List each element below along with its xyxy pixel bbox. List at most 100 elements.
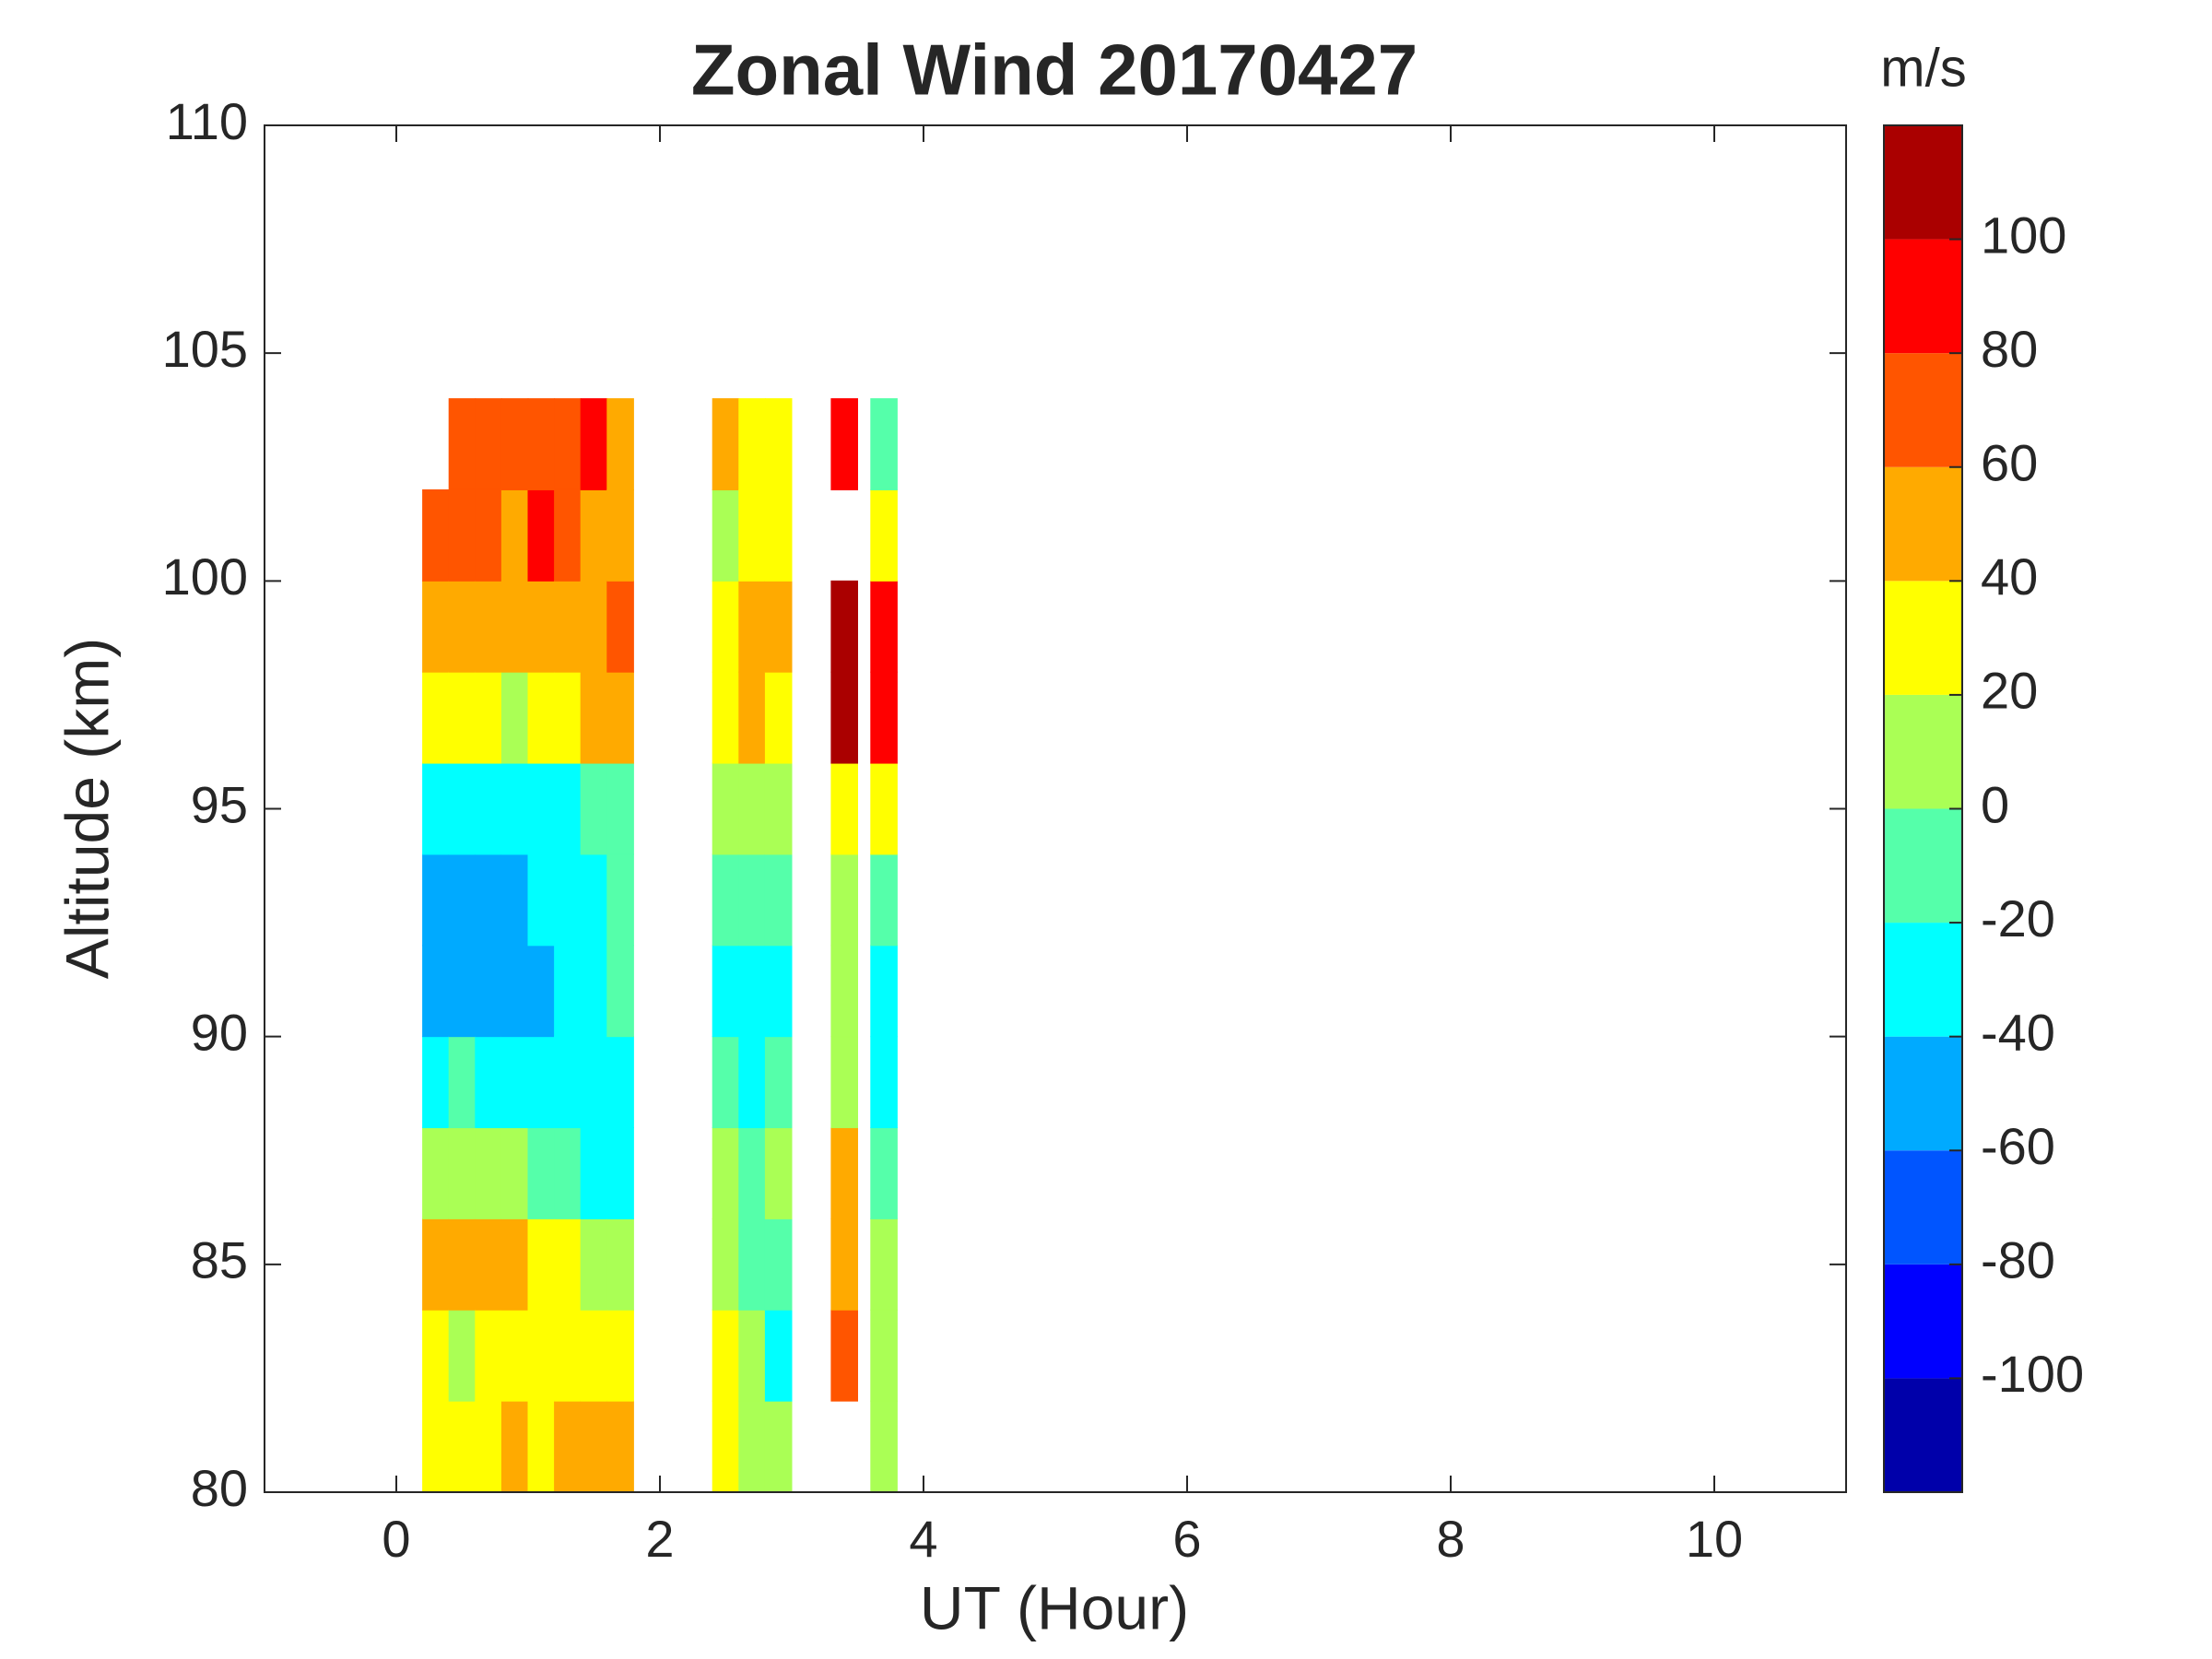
contour-cell — [764, 488, 793, 582]
contour-cell — [422, 945, 450, 1038]
colorbar-tick-label: 20 — [1981, 662, 2038, 720]
contour-cell — [448, 1036, 477, 1129]
contour-cell — [606, 1309, 634, 1402]
contour-cell — [870, 1309, 898, 1402]
contour-cell — [606, 1218, 634, 1311]
contour-cell — [738, 1218, 766, 1311]
y-tick-label: 105 — [162, 320, 248, 378]
x-tick-label: 4 — [909, 1510, 937, 1568]
contour-cell — [527, 1309, 556, 1402]
contour-cell — [580, 1036, 608, 1129]
contour-cell — [422, 1218, 450, 1311]
contour-cell — [606, 1036, 634, 1129]
contour-cell — [606, 853, 634, 947]
contour-cell — [712, 762, 740, 855]
contour-cell — [554, 488, 582, 582]
colorbar-swatch — [1884, 694, 1962, 809]
contour-cell — [580, 945, 608, 1038]
y-tick-label: 85 — [191, 1231, 248, 1289]
contour-cell — [738, 762, 766, 855]
contour-cell — [475, 945, 502, 1038]
contour-cell — [870, 671, 898, 764]
colorbar-swatch — [1884, 353, 1962, 467]
colorbar-tick-label: -100 — [1981, 1345, 2084, 1403]
contour-cell — [422, 762, 450, 855]
colorbar-swatch — [1884, 1150, 1962, 1265]
contour-cell — [554, 398, 582, 490]
contour-cell — [606, 762, 634, 855]
contour-cell — [830, 1036, 859, 1129]
y-tick-label: 100 — [162, 547, 248, 606]
colorbar-swatch — [1884, 1036, 1962, 1151]
contour-cell — [712, 1400, 740, 1493]
contour-cell — [738, 853, 766, 947]
colorbar-swatch — [1884, 808, 1962, 924]
contour-cell — [422, 1127, 450, 1219]
contour-cell — [580, 1127, 608, 1219]
contour-cell — [580, 398, 608, 490]
contour-cell — [580, 1309, 608, 1402]
contour-cell — [527, 1127, 556, 1219]
x-tick-label: 8 — [1436, 1510, 1465, 1568]
colorbar-swatch — [1884, 239, 1962, 354]
contour-cell — [738, 580, 766, 673]
contour-cell — [500, 945, 529, 1038]
contour-cell — [870, 1036, 898, 1129]
contour-cell — [500, 762, 529, 855]
colorbar-label: m/s — [1880, 38, 1966, 98]
x-tick-label: 2 — [645, 1510, 674, 1568]
contour-cell — [500, 1218, 529, 1311]
contour-cell — [738, 1127, 766, 1219]
x-axis-label: UT (Hour) — [920, 1573, 1189, 1641]
contour-cell — [870, 1127, 898, 1219]
contour-cell — [606, 1400, 634, 1493]
contour-cell — [580, 671, 608, 764]
contour-cell — [422, 1400, 450, 1493]
contour-cell — [554, 1036, 582, 1129]
contour-cell — [500, 671, 529, 764]
colorbar-swatch — [1884, 125, 1962, 240]
contour-cell — [830, 580, 859, 673]
contour-cell — [500, 1309, 529, 1402]
contour-cell — [606, 580, 634, 673]
contour-cell — [422, 853, 450, 947]
colorbar-swatch — [1884, 466, 1962, 582]
contour-cell — [870, 488, 898, 582]
x-tick-label: 6 — [1172, 1510, 1201, 1568]
contour-cell — [830, 853, 859, 947]
contour-cell — [527, 1400, 556, 1493]
colorbar-tick-label: 80 — [1981, 320, 2038, 378]
contour-cell — [554, 945, 582, 1038]
contour-cell — [475, 1400, 502, 1493]
colorbar-tick-label: -40 — [1981, 1003, 2055, 1061]
contour-cell — [475, 398, 502, 490]
y-tick-label: 110 — [166, 92, 248, 150]
contour-cell — [712, 488, 740, 582]
colorbar-swatch — [1884, 1378, 1962, 1492]
contour-cell — [830, 762, 859, 855]
contour-cell — [527, 945, 556, 1038]
contour-cell — [475, 1036, 502, 1129]
contour-cell — [500, 488, 529, 582]
contour-cell — [870, 398, 898, 490]
contour-cell — [448, 671, 477, 764]
contour-cell — [527, 1036, 556, 1129]
contour-cell — [712, 671, 740, 764]
contour-cell — [448, 398, 477, 490]
contour-cell — [475, 488, 502, 582]
colorbar-swatch — [1884, 923, 1962, 1037]
x-tick-label: 10 — [1686, 1510, 1743, 1568]
y-tick-label: 95 — [191, 775, 248, 833]
contour-cell — [764, 1127, 793, 1219]
contour-cell — [606, 945, 634, 1038]
contour-cell — [764, 1400, 793, 1493]
contour-cell — [870, 853, 898, 947]
colorbar-tick-label: 60 — [1981, 434, 2038, 492]
contour-cell — [475, 1309, 502, 1402]
contour-cell — [500, 1400, 529, 1493]
contour-cell — [764, 945, 793, 1038]
contour-cell — [500, 1127, 529, 1219]
colorbar-tick-label: 0 — [1981, 775, 2009, 833]
